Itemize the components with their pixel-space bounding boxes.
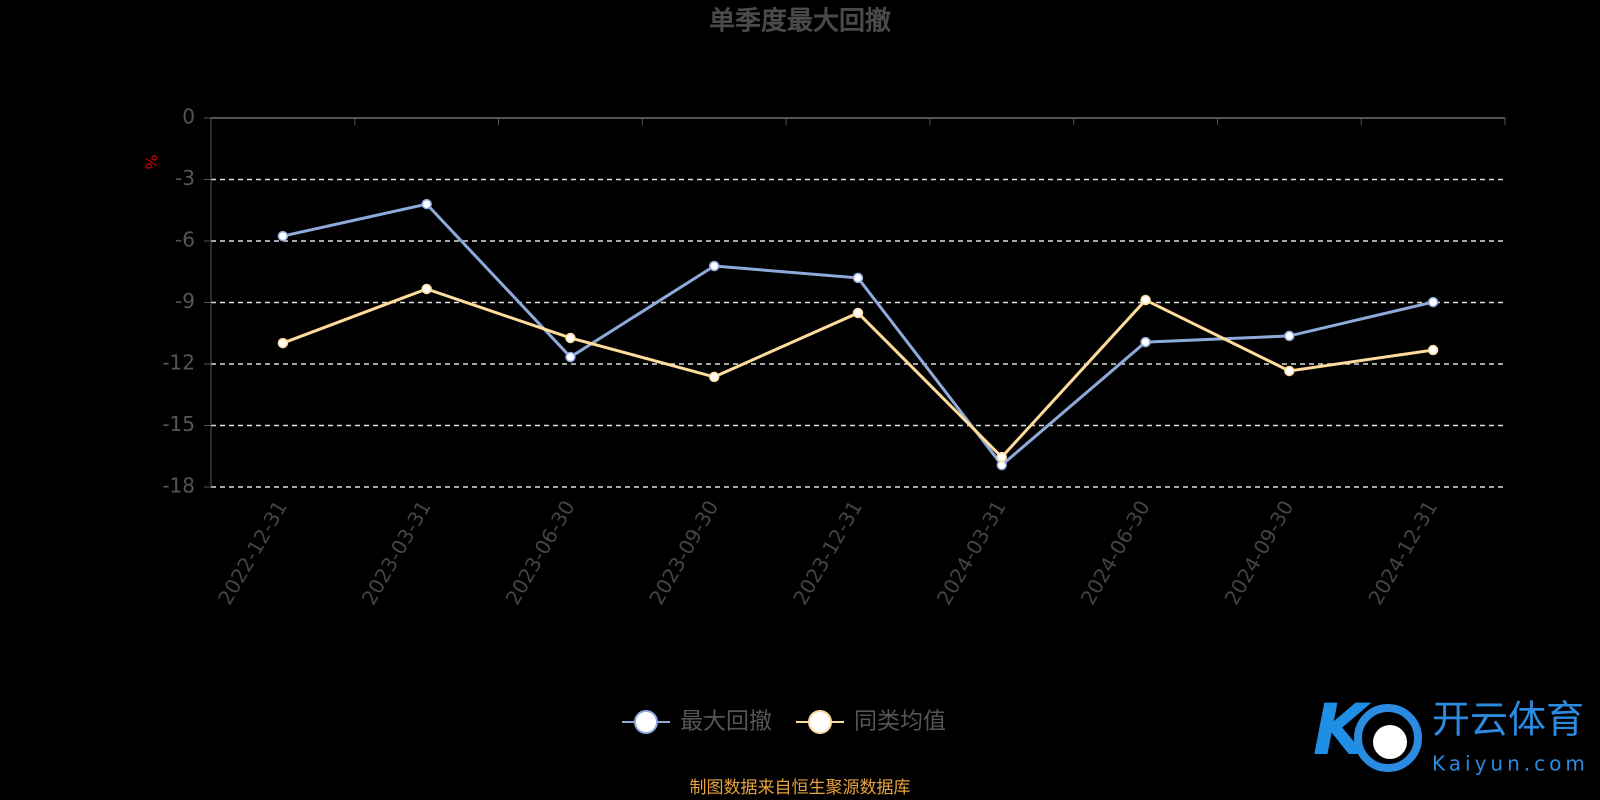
y-tick-label: -15 [162,412,195,436]
point [852,272,864,284]
point [277,337,289,349]
y-tick-label: -3 [175,166,195,190]
point [1427,344,1439,356]
logo-k: K [1313,689,1372,771]
x-tick-label: 2023-06-30 [501,496,580,609]
point [996,451,1008,463]
y-tick-label: -9 [175,289,195,313]
x-tick-label: 2023-12-31 [788,496,867,609]
point [421,198,432,210]
y-tick-label: 0 [182,105,195,129]
watermark-site: Kaiyun.com [1432,752,1589,776]
x-tick-label: 2024-06-30 [1076,496,1155,609]
y-axis-label: % [142,154,161,169]
x-tick-label: 2024-03-31 [932,496,1011,609]
point [1140,336,1151,348]
y-tick-label: -18 [162,474,195,498]
x-tick-label: 2024-12-31 [1363,496,1442,609]
legend-label: 最大回撤 [680,709,772,735]
watermark-brand: 开云体育 [1432,698,1584,742]
x-tick-label: 2022-12-31 [213,496,292,609]
chart-title: 单季度最大回撤 [709,6,891,37]
point [852,307,864,319]
point [1140,294,1151,306]
logo-ring [1354,704,1422,772]
x-tick-label: 2023-09-30 [644,496,723,609]
point [1427,296,1439,308]
x-tick-label: 2023-03-31 [357,496,436,609]
point [565,332,576,344]
point [708,371,720,383]
watermark: K 开云体育 Kaiyun.com [1313,689,1589,776]
logo-ball [1373,725,1407,759]
point [708,260,720,272]
y-tick-label: -12 [162,351,195,375]
point [421,283,432,295]
point [565,351,576,363]
source-note: 制图数据来自恒生聚源数据库 [690,778,911,798]
x-tick-label: 2024-09-30 [1220,496,1299,609]
point [1284,365,1295,377]
point [1284,330,1295,342]
point [277,230,289,242]
y-tick-label: -6 [175,228,195,252]
legend-marker [634,710,658,734]
legend-marker [808,710,832,734]
legend-label: 同类均值 [854,709,946,735]
